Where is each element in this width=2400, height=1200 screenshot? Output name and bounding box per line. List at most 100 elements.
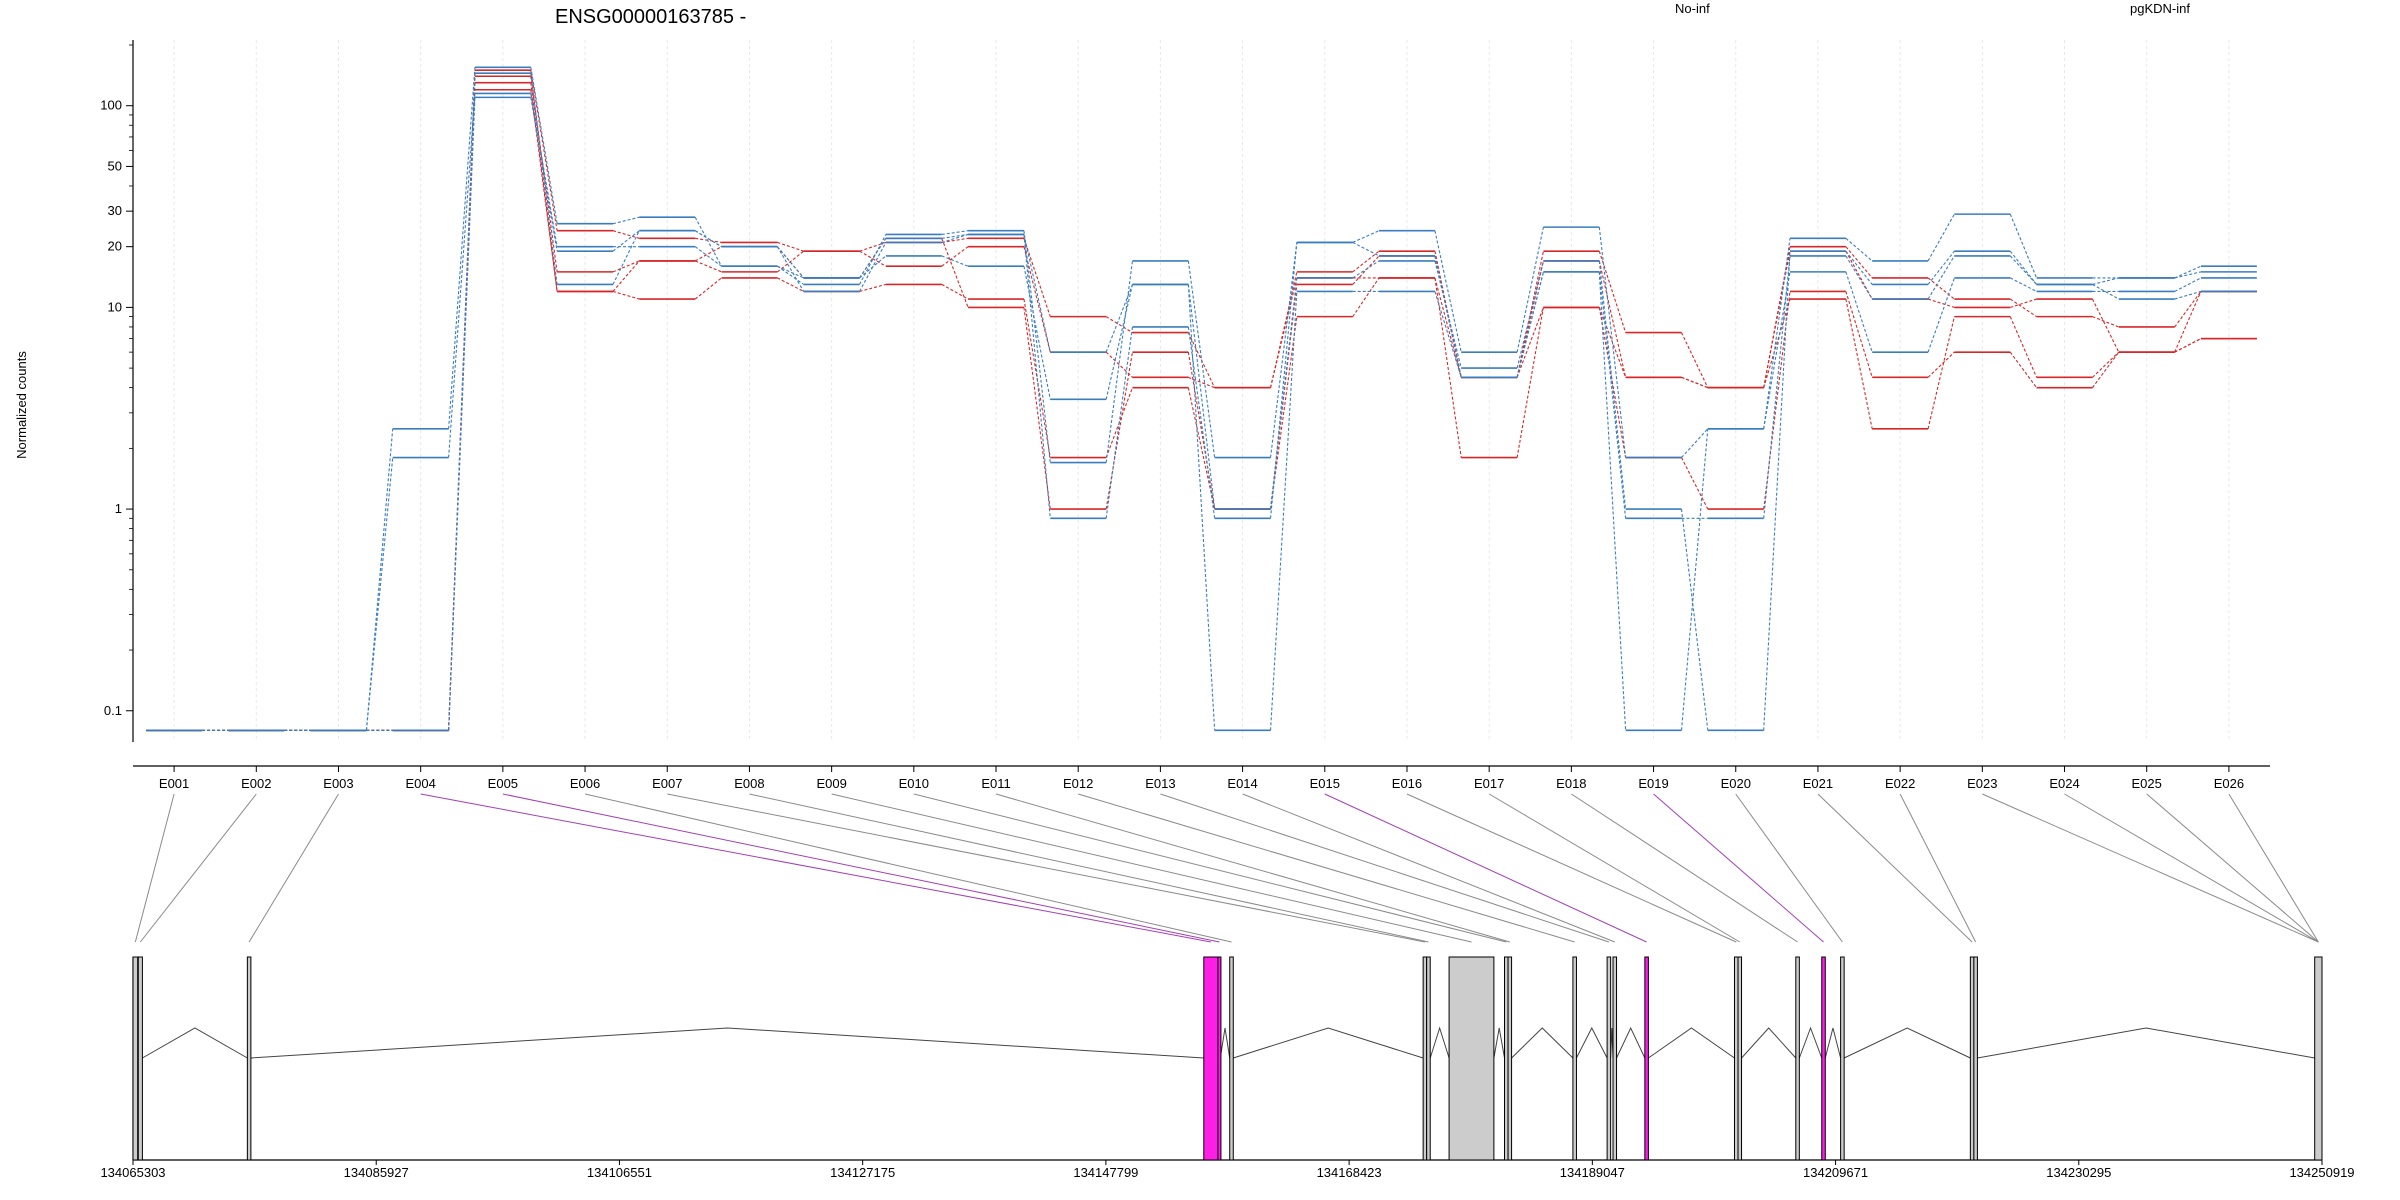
data-connector xyxy=(1763,238,1791,429)
data-connector xyxy=(1269,277,1298,510)
data-connector xyxy=(1023,234,1051,519)
data-connector xyxy=(612,260,640,292)
data-connector xyxy=(859,238,887,279)
exon-box-e004 xyxy=(1203,956,1219,1161)
x-tick-label: E025 xyxy=(2132,776,2162,791)
coordinate-tick-label: 134189047 xyxy=(1560,1165,1625,1180)
x-tick-label: E019 xyxy=(1638,776,1668,791)
intron-line xyxy=(1233,1027,1424,1059)
data-connector xyxy=(2174,291,2202,353)
data-connector xyxy=(1680,509,1709,731)
data-connector xyxy=(1927,298,1955,308)
x-tick-label: E005 xyxy=(488,776,518,791)
data-connector xyxy=(2009,298,2037,318)
data-connector xyxy=(1023,266,1051,400)
data-connector xyxy=(2010,298,2037,308)
data-connector xyxy=(694,246,722,267)
data-connector xyxy=(694,216,722,267)
exon-connector-line xyxy=(2146,793,2319,943)
data-connector xyxy=(1434,255,1462,378)
coordinate-tick-label: 134065303 xyxy=(100,1165,165,1180)
data-connector xyxy=(1927,213,1955,262)
data-connector xyxy=(1516,307,1544,378)
data-connector xyxy=(2092,351,2120,388)
y-tick-label: 50 xyxy=(108,158,122,173)
data-connector xyxy=(1516,271,1544,378)
data-connector xyxy=(1845,298,1873,429)
data-connector xyxy=(530,93,558,247)
data-connector xyxy=(859,242,887,292)
exon-box-e002 xyxy=(137,956,143,1161)
data-connector xyxy=(941,233,969,239)
exon-connector-line xyxy=(134,793,175,943)
exon-box-e007 xyxy=(1422,956,1428,1161)
data-connector xyxy=(365,457,394,731)
intron-line xyxy=(1824,1027,1842,1059)
data-connector xyxy=(1023,234,1051,353)
data-connector xyxy=(1105,351,1133,378)
data-connector xyxy=(612,216,640,225)
exon-connector-line xyxy=(1324,793,1647,943)
x-tick-label: E013 xyxy=(1145,776,1175,791)
legend-entry-pgkdn-inf: pgKDN-inf xyxy=(2130,1,2190,16)
data-connector xyxy=(859,234,887,285)
data-connector xyxy=(612,260,640,273)
exon-connector-line xyxy=(1488,793,1741,943)
data-connector xyxy=(2009,351,2038,388)
y-tick-label: 1 xyxy=(115,501,122,516)
exon-connector-line xyxy=(1899,793,1977,943)
exon-connector-line xyxy=(420,793,1211,943)
data-connector xyxy=(776,246,805,279)
data-connector xyxy=(2092,283,2120,300)
data-connector xyxy=(2009,316,2038,378)
x-tick-label: E021 xyxy=(1803,776,1833,791)
data-connector xyxy=(530,70,558,231)
exon-connector-line xyxy=(1078,793,1575,943)
data-connector xyxy=(1105,284,1133,353)
data-connector xyxy=(1598,271,1627,519)
y-tick-label: 10 xyxy=(108,299,122,314)
data-connector xyxy=(1187,326,1216,519)
data-connector xyxy=(2174,271,2202,279)
data-connector xyxy=(1927,250,1955,285)
x-tick-label: E023 xyxy=(1967,776,1997,791)
exon-connector-line xyxy=(1653,793,1824,943)
data-connector xyxy=(1105,316,1133,334)
x-tick-label: E012 xyxy=(1063,776,1093,791)
data-connector xyxy=(694,277,722,300)
data-connector xyxy=(694,230,722,248)
data-connector xyxy=(1023,298,1051,458)
data-connector xyxy=(1516,260,1544,369)
exon-box-e020 xyxy=(1840,956,1845,1161)
x-tick-label: E002 xyxy=(241,776,271,791)
x-tick-label: E007 xyxy=(652,776,682,791)
exon-connector-line xyxy=(831,793,1472,943)
data-connector xyxy=(1023,238,1051,317)
exon-connector-line xyxy=(2228,793,2319,943)
data-connector xyxy=(612,230,640,252)
data-connector xyxy=(1352,250,1380,273)
exon-box-e011 xyxy=(1507,956,1513,1161)
x-tick-label: E015 xyxy=(1310,776,1340,791)
coordinate-tick-label: 134147799 xyxy=(1073,1165,1138,1180)
intron-line xyxy=(1429,1026,1450,1059)
intron-line xyxy=(1843,1027,1971,1059)
intron-line xyxy=(1493,1027,1506,1059)
data-connector xyxy=(941,255,969,267)
series-pgkdn-inf xyxy=(146,92,2257,732)
series-no-inf xyxy=(146,88,2257,732)
data-connector xyxy=(941,233,969,243)
data-connector xyxy=(1845,237,1873,262)
data-connector xyxy=(1187,260,1216,458)
chart-title: ENSG00000163785 - xyxy=(555,6,746,28)
x-tick-label: E009 xyxy=(816,776,846,791)
data-connector xyxy=(695,237,722,243)
coordinate-tick-label: 134230295 xyxy=(2046,1165,2111,1180)
data-connector xyxy=(1352,277,1380,317)
x-tick-label: E016 xyxy=(1392,776,1422,791)
data-connector xyxy=(2009,255,2037,285)
data-connector xyxy=(1434,277,1462,378)
data-connector xyxy=(1845,246,1873,279)
coordinate-tick-label: 134106551 xyxy=(587,1165,652,1180)
